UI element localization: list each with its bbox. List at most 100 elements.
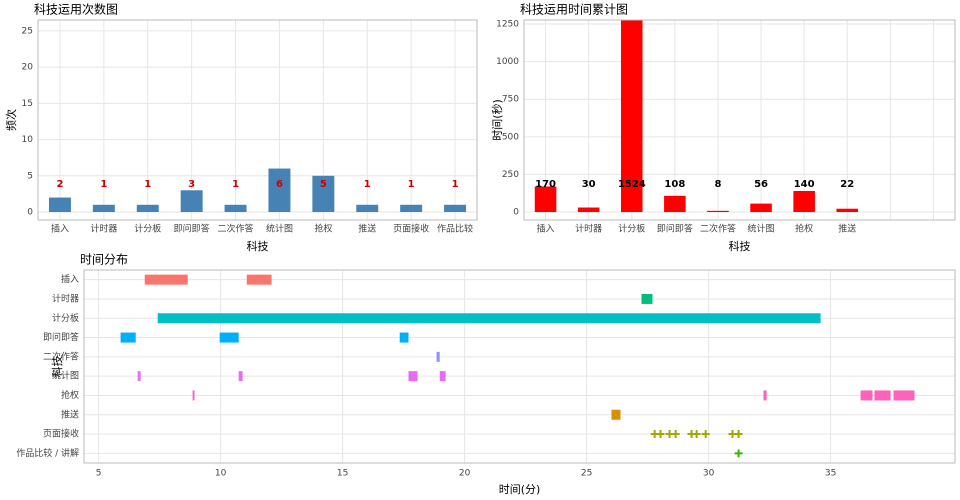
y-tick-label: 统计图 (52, 370, 79, 382)
x-tick-label: 作品比较 (437, 223, 473, 235)
plus-marker (671, 430, 680, 439)
data-label: 1524 (618, 179, 646, 190)
data-label: 1 (452, 179, 459, 190)
panel-border (37, 19, 478, 221)
y-tick-label: 20 (22, 63, 34, 73)
chart-title: 科技运用时间累计图 (520, 3, 628, 17)
bar (48, 197, 71, 213)
x-tick-label: 页面接收 (393, 223, 429, 235)
plus-marker (692, 430, 701, 439)
data-label: 3 (188, 179, 195, 190)
segment (238, 371, 243, 382)
x-tick-label: 35 (825, 469, 836, 479)
data-label: 8 (714, 179, 721, 190)
x-tick-label: 30 (703, 469, 715, 479)
segment (399, 332, 409, 343)
y-tick-label: 1000 (496, 57, 519, 67)
bar (836, 208, 859, 213)
y-tick-label: 25 (22, 26, 33, 36)
y-tick-label: 插入 (61, 273, 79, 285)
x-axis-label: 科技 (247, 239, 269, 253)
panel-border (83, 269, 956, 464)
y-tick-label: 即问即答 (43, 331, 79, 343)
data-label: 5 (320, 179, 327, 190)
x-tick-label: 二次作答 (700, 223, 736, 235)
segment (611, 409, 621, 420)
y-tick-label: 500 (502, 132, 519, 142)
x-tick-label: 计时器 (90, 223, 117, 235)
bar (444, 204, 467, 213)
y-tick-label: 10 (22, 135, 34, 145)
x-tick-label: 5 (96, 469, 102, 479)
y-tick-label: 15 (22, 99, 33, 109)
segment (246, 274, 272, 285)
y-tick-label: 250 (502, 170, 519, 180)
segment (408, 371, 418, 382)
x-tick-label: 抢权 (795, 223, 813, 235)
x-tick-label: 计分板 (134, 223, 161, 235)
segment (157, 313, 821, 324)
bar (92, 204, 115, 213)
y-tick-label: 5 (27, 171, 33, 181)
plus-marker (734, 430, 743, 439)
segment (144, 274, 188, 285)
data-label: 1 (408, 179, 415, 190)
data-label: 170 (535, 179, 556, 190)
x-tick-label: 15 (337, 469, 348, 479)
data-label: 140 (794, 179, 815, 190)
segment (763, 390, 767, 401)
bar (356, 204, 379, 213)
x-axis-label: 时间(分) (499, 483, 541, 496)
bar (793, 190, 815, 213)
data-label: 1 (364, 179, 371, 190)
data-label: 1 (144, 179, 151, 190)
x-tick-label: 即问即答 (174, 223, 210, 235)
y-axis-label: 频次 (4, 109, 18, 131)
x-tick-label: 20 (459, 469, 471, 479)
y-tick-label: 1250 (496, 20, 519, 30)
bar (750, 203, 772, 213)
data-label: 108 (664, 179, 685, 190)
y-tick-label: 750 (502, 95, 519, 105)
x-tick-label: 插入 (537, 223, 555, 235)
bar (534, 186, 557, 213)
x-tick-label: 计时器 (575, 223, 602, 235)
segment (641, 293, 653, 304)
bar (224, 204, 247, 213)
plus-marker (701, 430, 710, 439)
segment (137, 371, 141, 382)
data-label: 1 (232, 179, 239, 190)
segment (436, 351, 440, 362)
data-label: 30 (582, 179, 596, 190)
y-tick-label: 抢权 (61, 389, 79, 401)
plus-marker (734, 449, 743, 458)
segment (439, 371, 446, 382)
bar (180, 190, 203, 213)
x-tick-label: 二次作答 (218, 223, 254, 235)
x-tick-label: 统计图 (266, 223, 293, 235)
segment (893, 390, 915, 401)
data-label: 22 (840, 179, 854, 190)
bar (136, 204, 159, 213)
bar (268, 168, 291, 213)
x-tick-label: 10 (215, 469, 227, 479)
segment (860, 390, 873, 401)
data-label: 56 (754, 179, 768, 190)
x-axis-label: 科技 (729, 239, 751, 253)
y-tick-label: 页面接收 (43, 428, 79, 440)
x-tick-label: 统计图 (748, 223, 775, 235)
x-tick-label: 25 (581, 469, 592, 479)
y-tick-label: 二次作答 (43, 350, 79, 362)
x-tick-label: 计分板 (618, 223, 645, 235)
bar (312, 175, 335, 213)
y-tick-label: 0 (513, 208, 519, 218)
bar (664, 195, 686, 213)
x-tick-label: 即问即答 (657, 223, 693, 235)
bar (707, 210, 729, 213)
chart-title: 科技运用次数图 (34, 2, 118, 17)
y-tick-label: 推送 (61, 408, 79, 420)
panel-border (523, 19, 956, 221)
x-tick-label: 推送 (838, 223, 856, 235)
y-axis-label: 时间(秒) (490, 99, 504, 141)
